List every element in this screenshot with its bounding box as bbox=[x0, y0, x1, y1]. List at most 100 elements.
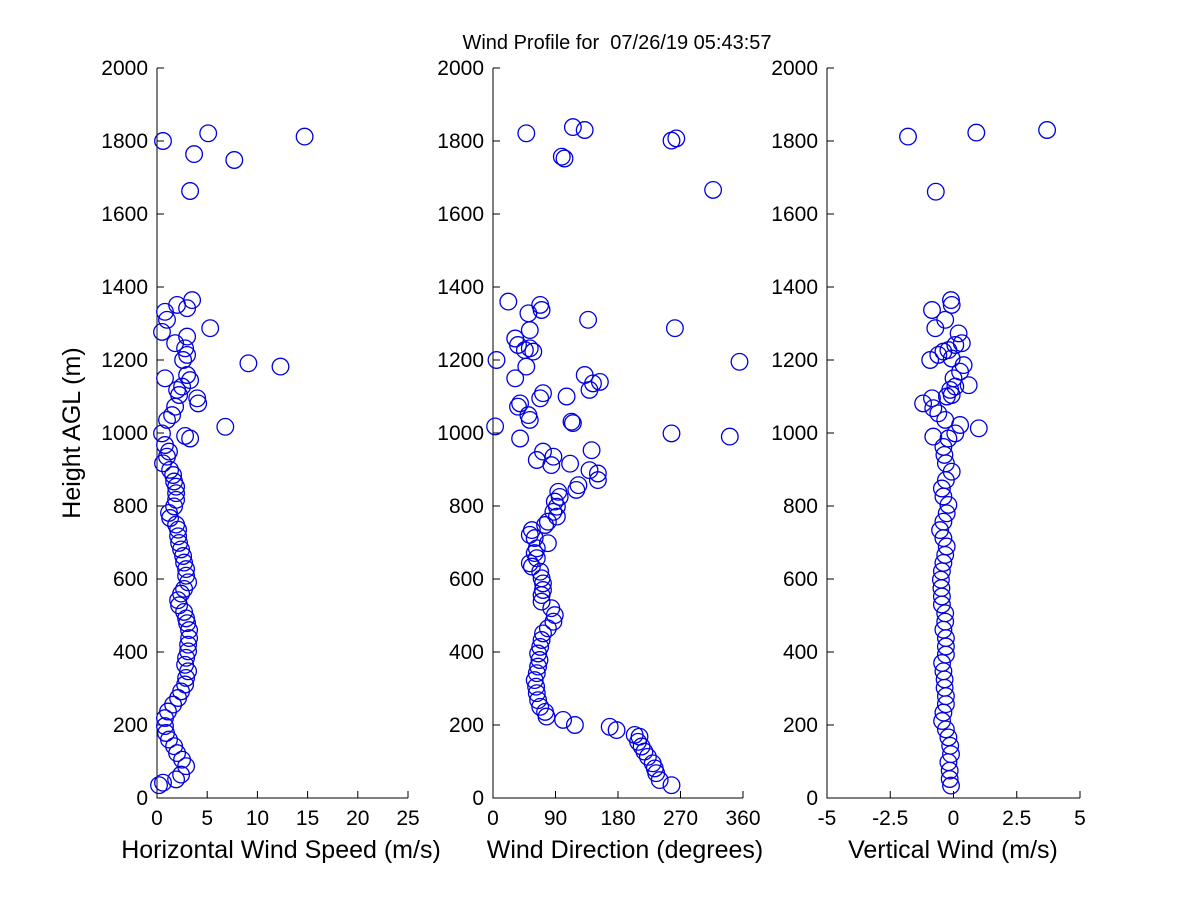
data-point bbox=[522, 557, 541, 576]
y-tick-label: 2000 bbox=[771, 57, 818, 80]
data-point bbox=[520, 321, 539, 340]
x-tick-label: 180 bbox=[600, 807, 635, 830]
data-point bbox=[923, 389, 941, 408]
y-tick-label: 400 bbox=[449, 641, 484, 664]
data-point bbox=[926, 319, 945, 338]
data-point bbox=[239, 354, 258, 373]
data-point bbox=[534, 581, 552, 599]
data-point bbox=[165, 497, 184, 516]
y-tick-label: 600 bbox=[113, 568, 148, 591]
data-point bbox=[517, 357, 536, 376]
data-point bbox=[949, 324, 968, 343]
data-point bbox=[185, 145, 204, 164]
data-point bbox=[164, 695, 183, 714]
data-point bbox=[271, 357, 290, 376]
x-tick-label: 5 bbox=[201, 807, 213, 830]
data-point bbox=[486, 417, 505, 436]
x-axis-label-wind-direction: Wind Direction (degrees) bbox=[486, 836, 764, 864]
data-point bbox=[544, 502, 563, 521]
data-point bbox=[530, 651, 549, 669]
y-tick-label: 400 bbox=[113, 641, 148, 664]
data-point bbox=[632, 737, 651, 756]
y-tick-label: 0 bbox=[806, 787, 818, 810]
data-point bbox=[158, 310, 176, 329]
data-point bbox=[667, 129, 686, 148]
data-point bbox=[216, 417, 235, 436]
data-point bbox=[936, 604, 955, 623]
data-point bbox=[179, 635, 198, 654]
data-point bbox=[534, 442, 552, 461]
data-point bbox=[167, 770, 186, 789]
data-point bbox=[295, 127, 314, 146]
data-point bbox=[924, 399, 943, 418]
data-point bbox=[161, 460, 180, 479]
data-point bbox=[154, 773, 172, 792]
data-point bbox=[936, 410, 955, 429]
data-point bbox=[532, 592, 551, 611]
data-point bbox=[527, 664, 546, 683]
data-point bbox=[531, 295, 550, 314]
data-point bbox=[952, 334, 971, 353]
data-point bbox=[561, 454, 580, 473]
data-point bbox=[934, 512, 953, 531]
data-point bbox=[607, 721, 626, 740]
data-point bbox=[506, 369, 525, 388]
data-point bbox=[944, 369, 963, 388]
data-point bbox=[529, 644, 548, 663]
data-point bbox=[181, 429, 200, 448]
data-point bbox=[167, 490, 186, 509]
data-point bbox=[531, 697, 550, 716]
data-point bbox=[179, 642, 198, 661]
x-tick-label: 20 bbox=[346, 807, 369, 830]
data-point bbox=[959, 376, 978, 395]
data-point bbox=[156, 369, 174, 388]
data-point bbox=[163, 406, 182, 425]
y-tick-label: 1400 bbox=[437, 276, 484, 299]
y-tick-label: 1000 bbox=[101, 422, 148, 445]
y-tick-label: 400 bbox=[783, 641, 818, 664]
data-point bbox=[929, 404, 948, 423]
data-point bbox=[934, 437, 953, 456]
data-point bbox=[509, 397, 527, 416]
data-point bbox=[167, 484, 186, 503]
data-point bbox=[575, 121, 594, 139]
data-point bbox=[153, 424, 171, 443]
data-point bbox=[524, 342, 543, 361]
scatter-panel-2: 0200400600800100012001400160018002000-5-… bbox=[771, 57, 1086, 830]
data-point bbox=[177, 560, 196, 579]
x-tick-label: 2.5 bbox=[1002, 807, 1031, 830]
data-points bbox=[150, 124, 314, 795]
data-point bbox=[511, 394, 530, 413]
data-point bbox=[517, 124, 536, 143]
chart-title: Wind Profile for 07/26/19 05:43:57 bbox=[462, 32, 772, 54]
data-point bbox=[180, 621, 199, 640]
y-ticks: 0 200 400 600 800 1000 1200 1400 1600 1800 2000 bbox=[437, 57, 500, 810]
data-point bbox=[939, 728, 958, 747]
y-tick-label: 800 bbox=[783, 495, 818, 518]
y-tick-label: 1200 bbox=[101, 349, 148, 372]
y-ticks: 0 200 400 600 800 1000 1200 1400 1600 1800 2000 bbox=[771, 57, 834, 810]
data-point bbox=[665, 319, 684, 338]
data-point bbox=[176, 655, 195, 674]
data-point bbox=[177, 648, 196, 667]
y-tick-label: 800 bbox=[449, 495, 484, 518]
y-tick-label: 0 bbox=[472, 787, 484, 810]
data-point bbox=[569, 476, 588, 495]
data-points bbox=[486, 118, 749, 795]
data-point bbox=[165, 472, 184, 491]
data-point bbox=[519, 304, 538, 323]
y-tick-label: 2000 bbox=[101, 57, 148, 80]
data-point bbox=[168, 295, 187, 314]
data-point bbox=[942, 291, 960, 310]
data-point bbox=[935, 445, 954, 464]
data-point bbox=[172, 765, 191, 784]
data-point bbox=[954, 356, 973, 375]
data-point bbox=[638, 747, 657, 766]
y-tick-label: 600 bbox=[783, 568, 818, 591]
data-point bbox=[588, 464, 607, 483]
data-point bbox=[506, 329, 525, 348]
data-point bbox=[942, 295, 961, 314]
data-point bbox=[941, 736, 960, 755]
y-tick-label: 1600 bbox=[437, 203, 484, 226]
data-point bbox=[625, 725, 644, 744]
